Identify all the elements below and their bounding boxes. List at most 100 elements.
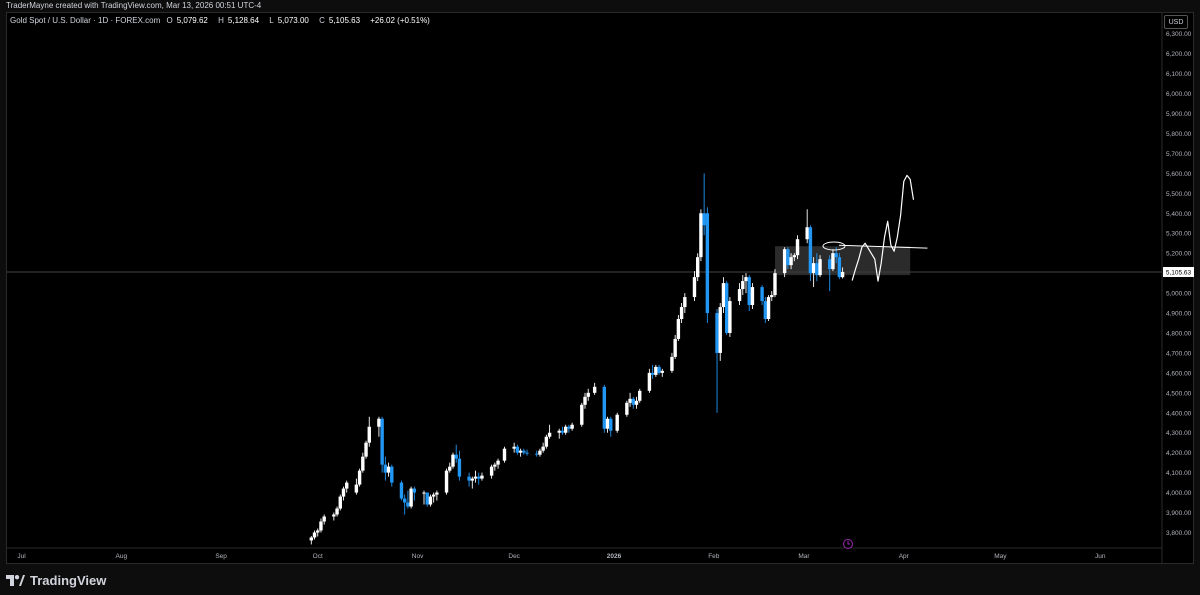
candle bbox=[792, 253, 796, 262]
candle-body bbox=[354, 484, 359, 493]
candle-body bbox=[631, 398, 635, 405]
candle bbox=[628, 392, 632, 407]
candle-body bbox=[660, 370, 664, 373]
candle bbox=[457, 450, 462, 481]
x-tick-label: 2026 bbox=[607, 553, 622, 560]
candle bbox=[412, 486, 417, 501]
x-tick-label: Jun bbox=[1095, 553, 1106, 560]
candle-body bbox=[679, 307, 684, 320]
candle-body bbox=[795, 239, 800, 256]
candle-body bbox=[828, 259, 832, 270]
candle-body bbox=[628, 398, 632, 403]
candle bbox=[721, 277, 726, 314]
candle-body bbox=[770, 295, 774, 298]
candle bbox=[592, 382, 597, 395]
tradingview-logo[interactable]: TradingView bbox=[6, 573, 106, 588]
candle-body bbox=[435, 492, 439, 495]
candle bbox=[696, 253, 700, 282]
candle bbox=[676, 315, 681, 341]
candle-body bbox=[480, 475, 484, 479]
candle-body bbox=[473, 476, 478, 479]
low-value: L 5,073.00 bbox=[269, 16, 309, 25]
candle bbox=[380, 416, 384, 473]
candle bbox=[670, 352, 674, 373]
last-price-label: 5,105.63 bbox=[1166, 270, 1192, 277]
candle-body bbox=[341, 488, 346, 497]
candle-body bbox=[692, 277, 697, 298]
candle bbox=[557, 428, 561, 439]
candle-body bbox=[402, 498, 407, 503]
close-value: C 5,105.63 bbox=[319, 16, 361, 25]
candle-body bbox=[592, 386, 597, 393]
y-tick-label: 5,800.00 bbox=[1166, 131, 1192, 138]
candle bbox=[332, 512, 336, 521]
y-tick-label: 5,600.00 bbox=[1166, 171, 1192, 178]
candle-body bbox=[457, 458, 462, 477]
candle bbox=[515, 444, 520, 455]
candle-body bbox=[609, 418, 613, 431]
y-tick-label: 6,300.00 bbox=[1166, 31, 1192, 38]
candle-body bbox=[467, 476, 471, 481]
candle-body bbox=[789, 257, 793, 266]
candle-body bbox=[454, 454, 458, 459]
candle bbox=[309, 536, 313, 545]
candle bbox=[480, 472, 484, 481]
candle bbox=[316, 528, 320, 537]
candle-body bbox=[489, 466, 494, 476]
candle-body bbox=[676, 319, 681, 339]
candle bbox=[760, 285, 764, 306]
candle bbox=[402, 494, 407, 515]
candle-body bbox=[782, 249, 787, 274]
candle-body bbox=[522, 450, 526, 453]
candle-body bbox=[728, 301, 732, 333]
y-tick-label: 6,200.00 bbox=[1166, 51, 1192, 58]
candle bbox=[367, 416, 371, 447]
candle bbox=[535, 450, 539, 457]
candle bbox=[786, 247, 790, 270]
candle-body bbox=[744, 277, 748, 282]
y-tick-label: 5,200.00 bbox=[1166, 251, 1192, 258]
candle bbox=[467, 472, 471, 487]
candle-body bbox=[428, 496, 433, 505]
y-tick-label: 4,900.00 bbox=[1166, 311, 1192, 318]
candle bbox=[428, 494, 433, 507]
candle-body bbox=[431, 494, 436, 497]
candle bbox=[312, 530, 317, 540]
candle-body bbox=[750, 287, 755, 306]
chart-frame[interactable] bbox=[6, 12, 1194, 564]
candle bbox=[386, 462, 391, 477]
candle bbox=[357, 468, 362, 487]
candle bbox=[341, 486, 346, 501]
candle bbox=[338, 494, 342, 511]
candle bbox=[361, 452, 365, 473]
top-marker-ellipse bbox=[822, 241, 846, 251]
candle-body bbox=[737, 289, 742, 302]
candle bbox=[828, 255, 832, 292]
candle-body bbox=[605, 418, 610, 429]
y-tick-label: 4,800.00 bbox=[1166, 330, 1192, 337]
y-tick-label: 4,000.00 bbox=[1166, 490, 1192, 497]
candle bbox=[383, 456, 388, 481]
currency-button[interactable]: USD bbox=[1164, 15, 1188, 29]
candle bbox=[399, 480, 404, 501]
candle bbox=[773, 269, 777, 298]
x-tick-label: Aug bbox=[116, 553, 128, 560]
candle bbox=[811, 257, 816, 288]
candle bbox=[718, 303, 722, 361]
candle-body bbox=[448, 466, 452, 471]
footer-bar bbox=[0, 564, 1200, 595]
candle-body bbox=[721, 283, 726, 308]
y-tick-label: 5,000.00 bbox=[1166, 291, 1192, 298]
candle-body bbox=[557, 430, 561, 433]
candle-body bbox=[808, 227, 813, 274]
y-tick-label: 5,300.00 bbox=[1166, 231, 1192, 238]
candle-body bbox=[683, 297, 687, 308]
y-tick-label: 3,900.00 bbox=[1166, 510, 1192, 517]
candle-body bbox=[502, 448, 507, 461]
candle-body bbox=[444, 470, 449, 493]
candle bbox=[657, 364, 661, 375]
symbol-label[interactable]: Gold Spot / U.S. Dollar · 1D · FOREX.com bbox=[10, 16, 161, 25]
candle bbox=[808, 225, 813, 282]
candle bbox=[728, 297, 732, 337]
